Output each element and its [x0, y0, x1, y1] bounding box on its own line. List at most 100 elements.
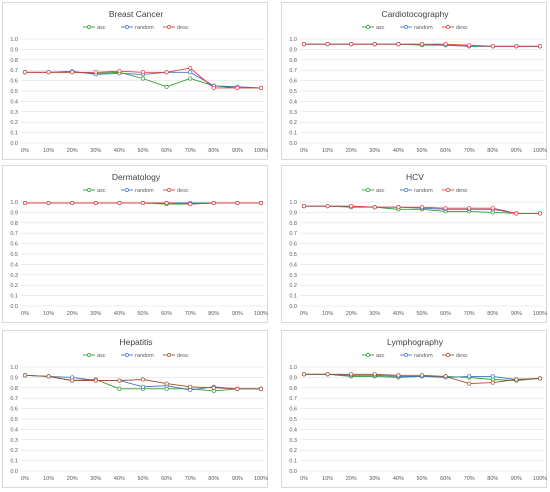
data-point-desc [22, 70, 28, 75]
data-point-desc [46, 374, 51, 379]
y-tick-label: 0.0 [10, 304, 18, 310]
data-point-desc [140, 70, 146, 75]
legend-marker-asc [87, 353, 91, 357]
y-tick-label: 0.1 [289, 294, 297, 300]
data-point-desc [490, 206, 495, 211]
data-point-desc [235, 386, 240, 391]
x-tick-label: 30% [369, 476, 380, 482]
y-tick-label: 0.1 [289, 459, 297, 465]
y-tick-label: 0.7 [289, 68, 297, 74]
legend-marker-desc [446, 188, 450, 192]
data-point-desc [419, 373, 425, 378]
y-tick-label: 0.1 [10, 459, 18, 465]
y-tick-label: 0.1 [10, 131, 18, 137]
y-tick-label: 0.3 [289, 438, 297, 444]
legend-label-random: random [135, 25, 154, 31]
x-tick-label: 10% [322, 148, 333, 154]
x-tick-label: 50% [137, 476, 148, 482]
data-point-desc [117, 200, 122, 206]
data-point-desc [117, 69, 122, 74]
legend-marker-random [125, 188, 129, 192]
data-point-desc [396, 42, 401, 47]
data-point-desc [140, 200, 146, 206]
legend-label-asc: asc [376, 25, 385, 31]
data-point-desc [325, 372, 330, 377]
x-tick-label: 60% [161, 311, 172, 317]
x-tick-label: 10% [43, 311, 54, 317]
data-point-asc [188, 76, 193, 81]
data-point-desc [419, 42, 425, 47]
legend-label-desc: desc [177, 353, 189, 359]
data-point-desc [396, 205, 401, 210]
x-tick-label: 30% [369, 148, 380, 154]
data-point-desc [93, 378, 98, 383]
y-tick-label: 0.8 [10, 386, 18, 392]
data-point-desc [514, 377, 519, 382]
y-tick-label: 0.5 [10, 252, 18, 258]
data-point-desc [443, 374, 448, 379]
y-tick-label: 0.8 [289, 221, 297, 227]
y-tick-label: 0.2 [289, 283, 297, 289]
data-point-desc [235, 85, 240, 90]
legend-label-asc: asc [376, 353, 385, 359]
data-point-desc [349, 204, 354, 209]
legend-marker-asc [87, 25, 91, 29]
legend-marker-asc [366, 188, 370, 192]
x-tick-label: 70% [464, 148, 475, 154]
y-tick-label: 0.4 [10, 427, 18, 433]
data-point-desc [467, 206, 472, 211]
y-tick-label: 1.0 [289, 365, 297, 371]
x-tick-label: 30% [90, 311, 101, 317]
data-point-desc [211, 385, 216, 390]
legend-marker-asc [87, 188, 91, 192]
y-tick-label: 0.7 [10, 68, 18, 74]
data-point-desc [188, 384, 193, 389]
chart-title: Dermatology [112, 172, 161, 182]
y-tick-label: 0.9 [289, 210, 297, 216]
data-point-desc [46, 70, 51, 75]
x-tick-label: 100% [254, 311, 268, 317]
y-tick-label: 0.2 [10, 448, 18, 454]
data-point-desc [349, 42, 354, 47]
y-tick-label: 1.0 [10, 365, 18, 371]
x-tick-label: 0% [21, 148, 29, 154]
legend-marker-desc [167, 353, 171, 357]
y-tick-label: 1.0 [10, 200, 18, 206]
x-tick-label: 50% [416, 476, 427, 482]
x-tick-label: 10% [322, 311, 333, 317]
data-point-desc [188, 202, 193, 207]
legend-marker-desc [446, 25, 450, 29]
y-tick-label: 0.2 [289, 448, 297, 454]
y-tick-label: 0.7 [10, 231, 18, 237]
x-tick-label: 60% [161, 476, 172, 482]
x-tick-label: 100% [533, 148, 547, 154]
x-tick-label: 30% [369, 311, 380, 317]
data-point-desc [93, 70, 98, 75]
x-tick-label: 50% [137, 148, 148, 154]
x-tick-label: 40% [114, 311, 125, 317]
data-point-asc [140, 76, 146, 81]
legend-label-random: random [414, 353, 433, 359]
x-tick-label: 90% [232, 476, 243, 482]
x-tick-label: 60% [161, 148, 172, 154]
y-tick-label: 1.0 [10, 37, 18, 43]
y-tick-label: 0.2 [10, 120, 18, 126]
chart-title: Hepatitis [119, 337, 152, 347]
y-tick-label: 0.8 [289, 58, 297, 64]
data-point-desc [537, 44, 543, 49]
y-tick-label: 0.9 [10, 47, 18, 53]
legend-label-random: random [414, 188, 433, 194]
chart-title: HCV [406, 172, 424, 182]
data-point-random [188, 70, 193, 75]
data-point-desc [325, 42, 330, 47]
data-point-desc [372, 205, 377, 210]
data-point-random [490, 374, 495, 379]
data-point-desc [467, 43, 472, 48]
y-tick-label: 0.6 [289, 79, 297, 85]
data-point-desc [443, 42, 448, 47]
data-point-desc [117, 378, 122, 383]
line-chart: HCV asc random desc 0.0 0.1 0.2 0.3 0.4 0.5 0.6 0.7… [289, 172, 547, 317]
data-point-desc [70, 200, 75, 206]
